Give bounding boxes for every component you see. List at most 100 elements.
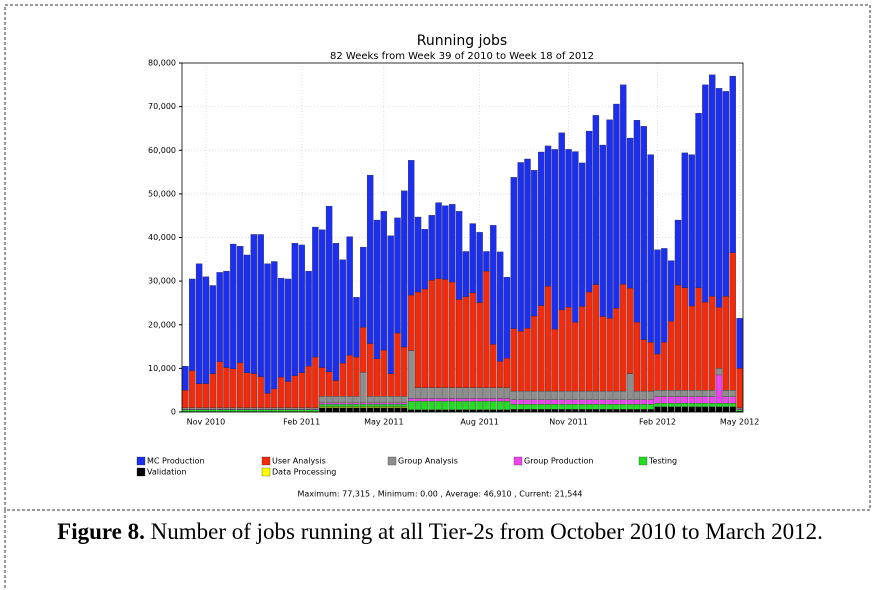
bar-segment [551,149,559,330]
bar-segment [394,217,401,334]
bar-segment [510,328,517,392]
bar-segment [319,403,326,407]
bar-segment [517,399,524,405]
bar-segment [366,402,374,405]
bar-segment [449,281,456,388]
bar-segment [401,402,408,405]
bar-segment [264,409,271,412]
bar-segment [449,398,456,402]
bar-segment [428,215,435,281]
bar-segment [346,407,353,413]
bar-segment [442,205,449,280]
bar-segment [572,403,579,410]
bar-segment [278,376,285,408]
bar-segment [455,211,463,300]
bar-segment [592,115,600,285]
x-tick-label: May 2011 [364,418,403,427]
bar-segment [538,399,545,405]
legend-swatch [513,456,523,466]
bar-segment [572,321,579,392]
bar-segment [503,358,511,388]
bar-segment [490,387,497,399]
bar-segment [613,399,620,405]
bar-segment [264,407,271,410]
bar-segment [496,361,504,388]
bar-segment [654,353,661,391]
bar-segment [674,219,682,286]
legend-swatch [261,456,271,466]
legend-label: Group Production [524,457,593,466]
bar-segment [401,346,408,397]
bar-segment [401,190,408,348]
bar-segment [702,301,709,391]
bar-segment [346,355,353,397]
bar-segment [558,390,565,400]
bar-segment [230,243,237,369]
bar-segment [195,383,203,408]
y-tick-label: 60,000 [148,146,176,155]
bar-segment [579,399,586,405]
bar-segment [729,403,736,407]
bar-segment [510,403,517,410]
bar-segment [346,402,353,405]
bar-segment [312,226,319,358]
y-tick-label: 80,000 [148,59,176,68]
bar-segment [271,407,278,410]
bar-segment [298,244,305,373]
bar-segment [647,154,654,343]
bar-segment [695,390,702,397]
bar-segment [599,316,606,392]
y-tick-label: 10,000 [148,364,176,373]
legend-label: Testing [648,457,677,466]
bar-segment [667,406,675,413]
bar-segment [387,407,394,413]
bar-segment [531,403,538,410]
bar-segment [709,396,716,404]
bar-segment [647,342,654,392]
bar-segment [421,229,429,290]
bar-segment [729,390,736,397]
bar-segment [339,403,346,407]
bar-segment [230,368,237,408]
bar-segment [223,407,230,410]
bar-segment [613,390,620,400]
bar-segment [674,284,682,391]
bar-segment [339,402,346,405]
bar-segment [544,145,552,287]
bar-segment [435,387,442,399]
bar-segment [428,400,435,410]
bar-segment [524,399,531,405]
bar-segment [243,372,251,408]
bar-segment [332,380,340,397]
bar-segment [442,279,449,388]
bar-segment [408,350,415,399]
bar-segment [332,243,340,381]
bar-segment [189,278,196,371]
bar-segment [312,407,319,410]
bar-segment [284,407,292,410]
bar-segment [366,403,374,407]
bar-segment [236,407,244,410]
bar-segment [401,403,408,407]
bar-segment [325,402,333,405]
bar-segment [565,399,572,405]
bar-segment [565,403,572,410]
bar-segment [414,387,422,399]
bar-segment [585,399,593,405]
bar-segment [202,383,210,408]
bar-segment [360,327,367,373]
bar-segment [462,296,470,388]
bar-segment [654,249,661,355]
bar-segment [674,406,682,413]
bar-segment [401,407,408,413]
bar-segment [250,409,258,412]
bar-segment [449,400,456,410]
bar-segment [496,251,504,362]
footer: Maximum: 77,315 , Minimum: 0.00 , Averag… [297,490,582,499]
bar-segment [626,373,634,400]
bar-segment [469,223,476,294]
bar-segment [394,402,401,405]
bar-segment [346,396,353,403]
legend-swatch [387,456,397,466]
